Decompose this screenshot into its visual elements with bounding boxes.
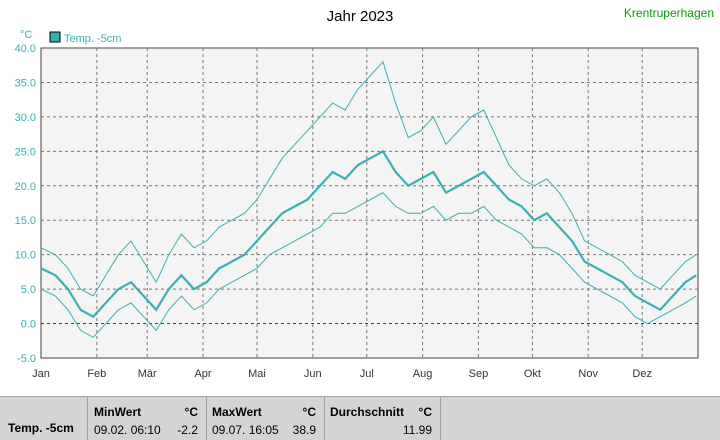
max-header: MaxWert (212, 405, 262, 419)
x-tick-label: Jan (32, 368, 50, 380)
y-axis-unit: °C (20, 29, 32, 41)
min-time: 09.02. 06:10 (94, 423, 161, 437)
legend-label: Temp. -5cm (64, 33, 121, 45)
y-tick-label: 10.0 (15, 250, 36, 262)
max-unit: °C (302, 405, 316, 419)
y-tick-label: 25.0 (15, 146, 36, 158)
min-header: MinWert (94, 405, 142, 419)
min-unit: °C (184, 405, 198, 419)
max-time: 09.07. 16:05 (212, 423, 279, 437)
x-tick-label: Feb (87, 368, 106, 380)
series-max-line (40, 60, 697, 297)
y-tick-label: 30.0 (15, 112, 36, 124)
y-tick-label: 40.0 (15, 43, 36, 55)
y-tick-label: 15.0 (15, 215, 36, 227)
y-tick-label: 20.0 (15, 181, 36, 193)
y-axis: 40.0 35.0 30.0 25.0 20.0 15.0 10.0 5.0 0.0 -5.0 (15, 43, 36, 365)
y-tick-label: -5.0 (17, 353, 36, 365)
x-tick-label: Jul (360, 368, 374, 380)
max-value: 38.9 (292, 423, 316, 437)
x-tick-label: Apr (194, 368, 211, 380)
x-tick-label: Okt (524, 368, 541, 380)
y-tick-label: 5.0 (21, 284, 36, 296)
statistics-footer: Temp. -5cm MinWert °C 09.02. 06:10 -2.2 … (0, 396, 720, 440)
y-tick-label: 35.0 (15, 77, 36, 89)
x-tick-label: Sep (469, 368, 489, 380)
x-tick-label: Mai (248, 368, 266, 380)
x-tick-label: Aug (413, 368, 433, 380)
min-value: -2.2 (177, 423, 198, 437)
footer-series-cell: Temp. -5cm (0, 397, 88, 440)
temperature-chart: 40.0 35.0 30.0 25.0 20.0 15.0 10.0 5.0 0.0 -5.0 J… (15, 6, 714, 380)
grid-lines (41, 48, 698, 358)
location-label: Krentruperhagen (624, 6, 714, 20)
x-tick-label: Nov (578, 368, 598, 380)
plot-area (40, 47, 699, 359)
legend-swatch (49, 31, 61, 43)
chart-title: Jahr 2023 (327, 8, 394, 25)
series-lines (40, 60, 697, 338)
series-min-line (40, 192, 697, 338)
footer-series-name: Temp. -5cm (8, 421, 74, 435)
x-axis: Jan Feb Mär Apr Mai Jun Jul Aug Sep Okt Nov Dez (32, 368, 652, 380)
y-tick-label: 0.0 (21, 319, 36, 331)
x-tick-label: Dez (632, 368, 652, 380)
x-tick-label: Jun (304, 368, 322, 380)
average-cell: Durchschnitt °C 11.99 (325, 397, 441, 440)
avg-value: 11.99 (402, 423, 432, 437)
min-value-cell: MinWert °C 09.02. 06:10 -2.2 (88, 397, 207, 440)
x-tick-label: Mär (138, 368, 157, 380)
avg-unit: °C (418, 405, 432, 419)
max-value-cell: MaxWert °C 09.07. 16:05 38.9 (207, 397, 325, 440)
series-mean-line (40, 149, 697, 319)
avg-header: Durchschnitt (330, 405, 405, 419)
